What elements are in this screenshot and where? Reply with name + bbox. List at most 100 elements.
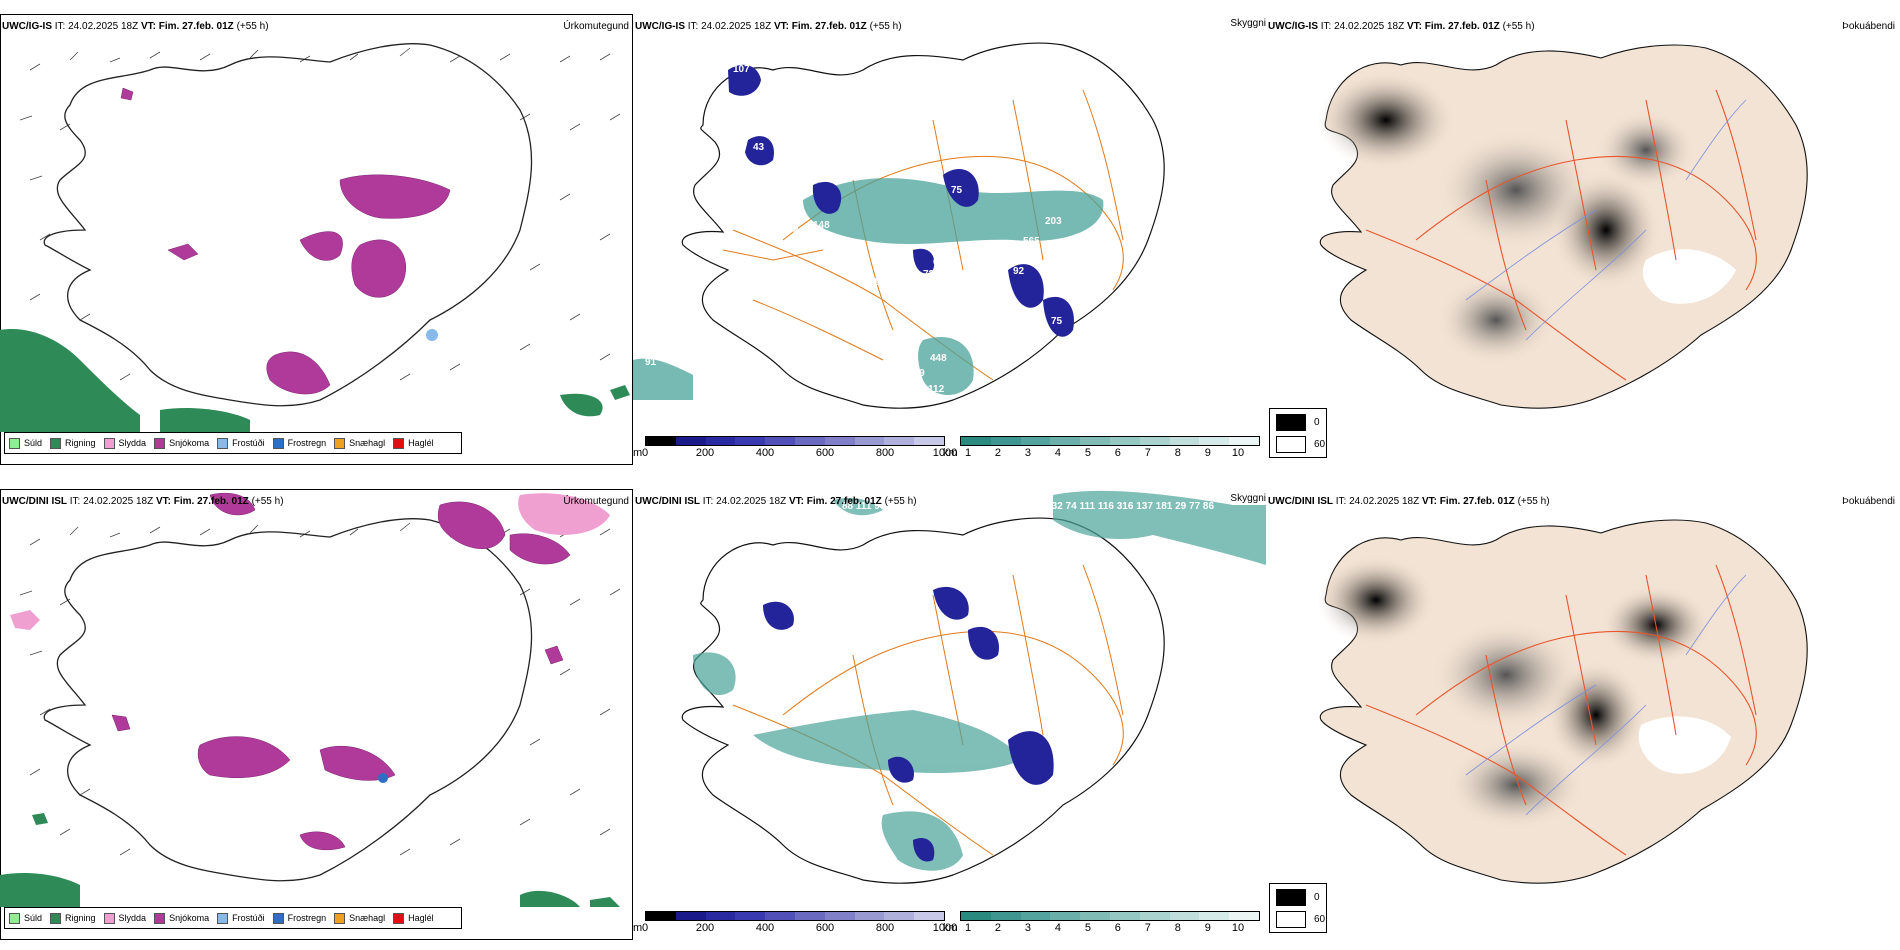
panel-header: UWC/DINI ISL IT: 24.02.2025 18Z VT: Fim.… <box>2 496 284 507</box>
colorbar-cell <box>824 437 855 445</box>
tick-label: 1 <box>964 922 972 934</box>
tick-label: 200 <box>695 447 715 459</box>
lead-time: (+55 h) <box>1517 496 1550 507</box>
tick-label: 1 <box>964 447 972 459</box>
vt-label: VT: <box>1406 21 1422 32</box>
legend-swatch <box>334 912 346 924</box>
legend-label: Frostregn <box>287 438 327 448</box>
map-value-label: 47 <box>1063 337 1075 348</box>
panel-title: Þokuábendi <box>1842 496 1895 507</box>
legend-swatch <box>1276 911 1306 928</box>
legend-swatch <box>393 437 405 449</box>
legend-label: 60 <box>1314 914 1326 925</box>
legend-label: Haglél <box>408 438 434 448</box>
legend-swatch <box>50 912 62 924</box>
fog-legend-item: 60 <box>1270 431 1326 453</box>
colorbar-cell <box>824 912 855 920</box>
legend-item: Haglél <box>393 437 434 449</box>
colorbar-cell <box>675 912 706 920</box>
vt-label: VT: <box>788 496 804 507</box>
legend-swatch <box>272 912 284 924</box>
map-value-label: 565 <box>1023 236 1040 247</box>
visibility-ticks: 1 2 3 4 5 6 7 8 9 10 <box>964 447 1244 461</box>
legend-swatch <box>50 437 62 449</box>
colorbar-cell <box>1229 912 1259 920</box>
legend-label: 0 <box>1314 892 1320 903</box>
colorbar-cell <box>884 912 915 920</box>
visibility-colorbar <box>960 436 1260 446</box>
legend-item: Frostúði <box>217 437 265 449</box>
legend-swatch <box>1276 436 1306 453</box>
colorbar-cell <box>646 437 676 445</box>
map-value-label: 75 <box>1051 316 1063 327</box>
it-value: 24.02.2025 18Z <box>83 496 154 507</box>
it-value: 24.02.2025 18Z <box>1334 21 1405 32</box>
legend-label: 60 <box>1314 439 1326 450</box>
map-value-label: 203 <box>1045 216 1062 227</box>
colorbar-cell <box>1109 437 1140 445</box>
iceland-outline <box>43 43 533 407</box>
iceland-outline <box>43 518 533 882</box>
colorbar-cell <box>1020 912 1051 920</box>
legend-swatch <box>154 437 166 449</box>
tick-label: 6 <box>1114 922 1121 934</box>
model-name: UWC/DINI ISL <box>2 496 67 507</box>
legend-item: Súld <box>9 912 43 924</box>
tick-label: 3 <box>1024 922 1031 934</box>
legend-swatch <box>1276 889 1306 906</box>
panel-title: Úrkomutegund <box>563 496 629 507</box>
cloud-base-colorbar <box>645 436 945 446</box>
legend-label: Frostúði <box>232 913 265 923</box>
map-value-label: 92 <box>1013 266 1025 277</box>
legend-swatch <box>393 912 405 924</box>
panel-precip-type-row2: UWC/DINI ISL IT: 24.02.2025 18Z VT: Fim.… <box>0 475 633 950</box>
map-value-label: 90 <box>730 198 742 209</box>
map-value-label: 84 <box>793 226 805 237</box>
legend-swatch <box>334 437 346 449</box>
tick-label: 4 <box>1054 922 1061 934</box>
legend-item: Haglél <box>393 912 434 924</box>
legend-label: Haglél <box>408 913 434 923</box>
legend-label: Súld <box>24 913 43 923</box>
precip-type-legend: Súld Rigning Slydda Snjókoma Frostúði Fr… <box>4 432 462 454</box>
tick-label: 2 <box>994 922 1002 934</box>
colorbar-cell <box>914 437 944 445</box>
colorbar-cell <box>735 912 766 920</box>
legend-swatch <box>9 912 20 924</box>
vt-value: Fim. 27.feb. 01Z <box>1424 21 1500 32</box>
colorbar-cell <box>990 912 1021 920</box>
cloud-base-colorbar <box>645 911 945 921</box>
it-value: 24.02.2025 18Z <box>716 496 787 507</box>
tick-label: 600 <box>815 447 835 459</box>
fog-legend-item: 60 <box>1270 906 1326 928</box>
tick-label: 1000 <box>932 447 958 459</box>
iceland-outline <box>681 517 1165 884</box>
colorbar-cell <box>646 912 676 920</box>
colorbar-cell <box>1080 912 1110 920</box>
tick-label: 9 <box>1204 447 1211 459</box>
lead-time: (+55 h) <box>884 496 917 507</box>
tick-label: 2 <box>994 447 1002 459</box>
legend-swatch <box>103 437 115 449</box>
legend-swatch <box>272 437 284 449</box>
tick-label: 8 <box>1174 922 1181 934</box>
map-value-label: 92 <box>830 251 842 262</box>
colorbar-cell <box>675 437 706 445</box>
legend-item: Snæhagl <box>334 437 385 449</box>
fog-legend: 0 60 <box>1269 883 1327 933</box>
legend-item: Frostregn <box>272 912 326 924</box>
colorbar-cell <box>1020 437 1051 445</box>
tick-label: 600 <box>815 922 835 934</box>
legend-swatch <box>103 912 115 924</box>
map-value-label: 112 <box>928 384 945 395</box>
legend-label: Súld <box>24 438 43 448</box>
panel-header: UWC/DINI ISL IT: 24.02.2025 18Z VT: Fim.… <box>635 496 917 507</box>
panel-header: UWC/DINI ISL IT: 24.02.2025 18Z VT: Fim.… <box>1268 496 1550 507</box>
legend-label: Slydda <box>118 438 147 448</box>
tick-label: 8 <box>1174 447 1181 459</box>
map-value-label: 79 <box>991 256 1003 267</box>
colorbar-cell <box>961 912 991 920</box>
legend-item: Súld <box>9 437 43 449</box>
map-value-label: 148 <box>813 220 830 231</box>
vt-value: Fim. 27.feb. 01Z <box>806 496 882 507</box>
